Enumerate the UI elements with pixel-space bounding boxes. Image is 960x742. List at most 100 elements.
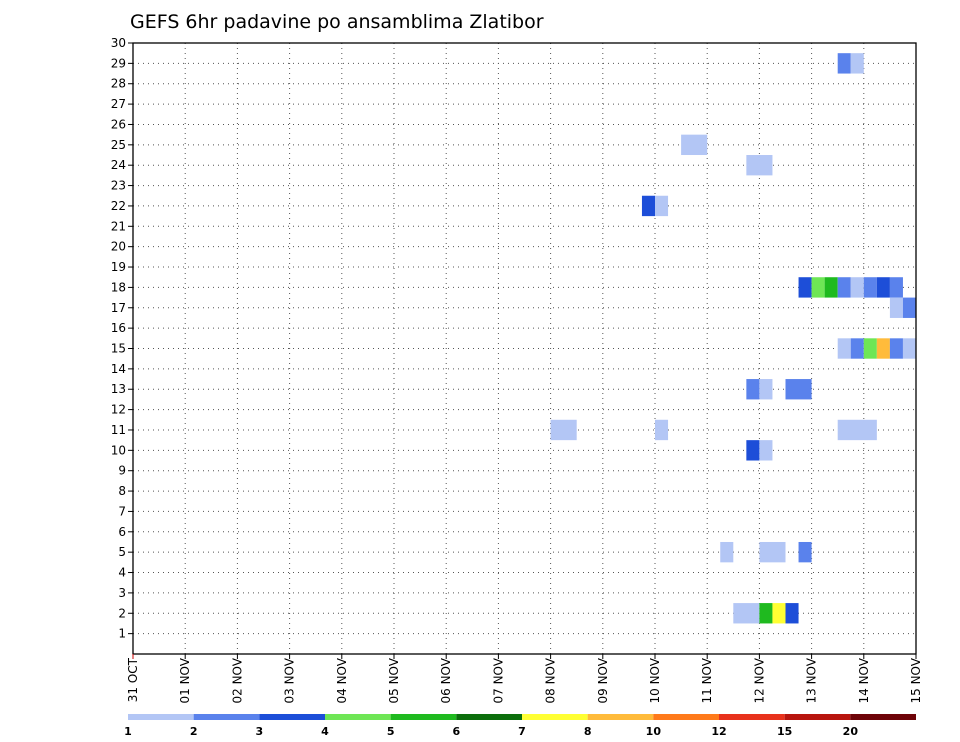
x-tick-label: 14 NOV [857,657,871,703]
precipitation-cell [824,277,838,298]
y-tick-label: 8 [118,484,126,498]
precipitation-cell [785,379,812,400]
y-tick-label: 21 [111,219,126,233]
legend-label: 20 [843,725,859,738]
x-tick-label: 13 NOV [805,657,819,703]
y-tick-label: 15 [111,342,126,356]
y-tick-label: 3 [118,586,126,600]
precipitation-cell [681,134,708,156]
legend-swatch [456,714,522,720]
y-tick-label: 17 [111,301,126,315]
precipitation-cell [746,379,760,400]
y-tick-label: 4 [118,566,126,580]
precipitation-cell [759,603,773,624]
y-tick-label: 22 [111,199,126,213]
legend-swatch [719,714,785,720]
y-tick-label: 18 [111,280,126,294]
precipitation-cell [641,195,655,217]
legend-label: 12 [711,725,726,738]
precipitation-cell [889,297,903,318]
precipitation-cell [811,277,825,298]
precipitation-cell [902,297,916,318]
legend-label: 7 [518,725,526,738]
legend-label: 2 [190,725,198,738]
y-tick-label: 11 [111,423,126,437]
y-tick-label: 25 [111,138,126,152]
precipitation-cell [733,603,760,624]
legend-label: 10 [646,725,662,738]
y-tick-label: 14 [111,362,126,376]
legend-swatch [653,714,719,720]
precipitation-cell [759,379,773,400]
precipitation-cell [798,277,812,298]
precipitation-cell [655,195,669,217]
x-tick-label: 07 NOV [491,657,505,703]
legend-label: 4 [321,725,329,738]
y-tick-label: 27 [111,97,126,111]
legend-label: 6 [453,725,461,738]
chart-title: GEFS 6hr padavine po ansamblima Zlatibor [130,11,544,33]
y-tick-label: 12 [111,403,126,417]
legend-swatch [390,714,457,720]
precipitation-cell [785,603,799,624]
y-tick-label: 26 [111,117,126,131]
legend-label: 1 [124,725,132,738]
precipitation-cell [876,277,890,298]
precipitation-cell [837,419,877,441]
y-tick-label: 2 [118,606,126,620]
color-legend: 1 2 3 4 5 6 7 8 10 12 15 20 [124,714,916,738]
precipitation-cell [746,440,760,461]
y-tick-label: 10 [111,443,126,457]
precipitation-cell [889,338,903,359]
precipitation-cell [759,440,773,461]
y-tick-label: 19 [111,260,126,274]
legend-label: 8 [584,725,592,738]
precipitation-cells [550,53,916,624]
x-tick-label: 06 NOV [439,657,453,703]
y-tick-label: 29 [111,56,126,70]
precipitation-cell [850,338,864,359]
x-tick-label: 04 NOV [335,657,349,703]
precipitation-cell [902,338,916,359]
y-tick-label: 13 [111,382,126,396]
precipitation-cell [850,277,864,298]
precipitation-cell [837,338,851,359]
legend-swatch [128,714,194,720]
y-tick-label: 23 [111,179,126,193]
x-tick-label: 02 NOV [230,657,244,703]
precipitation-cell [772,603,786,624]
y-axis: 1234567891011121314151617181920212223242… [111,36,133,641]
y-tick-label: 6 [118,525,126,539]
x-tick-label: 12 NOV [752,657,766,703]
y-tick-label: 28 [111,77,126,91]
precipitation-cell [655,419,669,441]
y-tick-label: 7 [118,504,126,518]
precipitation-cell [837,53,851,74]
legend-swatch [193,714,260,720]
precipitation-cell [798,541,812,563]
precipitation-cell [550,419,577,441]
y-tick-label: 20 [111,240,126,254]
legend-swatch [784,714,851,720]
precipitation-cell [746,155,773,176]
x-axis: 31 OCT 01 NOV 02 NOV 03 NOV 04 NOV 05 NOV 06 N… [126,654,923,704]
y-tick-label: 9 [118,464,126,478]
precipitation-cell [876,338,890,359]
legend-swatch [850,714,916,720]
x-tick-label: 09 NOV [596,657,610,703]
y-tick-label: 1 [118,627,126,641]
precipitation-cell [863,277,877,298]
legend-label: 5 [387,725,395,738]
y-tick-label: 24 [111,158,126,172]
legend-label: 3 [256,725,264,738]
precipitation-cell [759,541,786,563]
y-tick-label: 5 [118,545,126,559]
legend-swatch [325,714,391,720]
x-tick-label: 01 NOV [178,657,192,703]
x-tick-label: 05 NOV [387,657,401,703]
x-tick-label: 11 NOV [700,657,714,703]
precipitation-cell [837,277,851,298]
legend-swatch [587,714,654,720]
precipitation-cell [889,277,903,298]
legend-swatch [259,714,325,720]
